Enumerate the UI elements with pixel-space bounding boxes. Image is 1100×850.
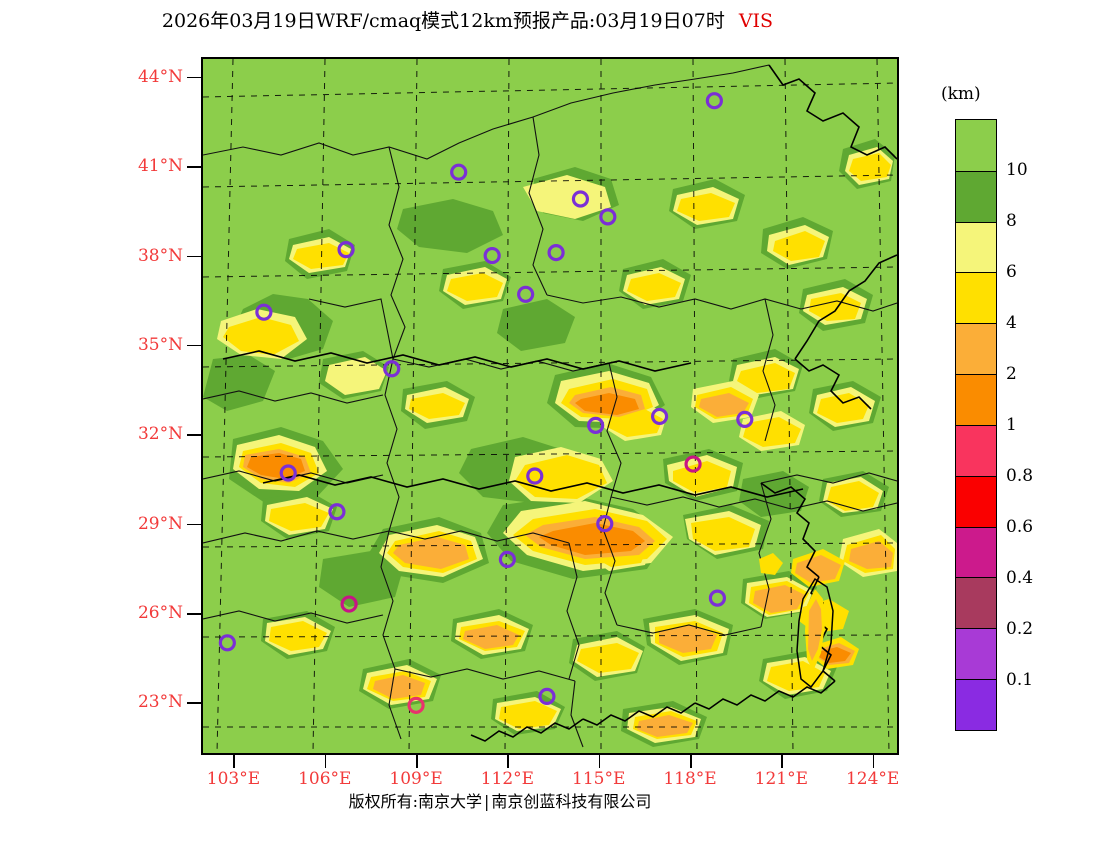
lon-tick-115 — [598, 755, 601, 768]
colorbar-band-2 — [956, 221, 996, 273]
lon-tick-109 — [416, 755, 418, 768]
lon-label-121: 121°E — [754, 769, 808, 789]
colorbar-band-6 — [956, 424, 996, 476]
colorbar-label-8: 8 — [1006, 211, 1017, 231]
lat-label-26: 26°N — [137, 603, 183, 623]
station-marker[interactable] — [340, 595, 358, 613]
footer-separator: | — [484, 792, 490, 811]
lat-label-44: 44°N — [137, 66, 183, 87]
lon-label-103: 103°E — [206, 769, 261, 789]
station-marker[interactable] — [587, 416, 605, 434]
footer-credit: 版权所有:南京大学 | 南京创蓝科技有限公司 — [0, 788, 1000, 812]
lon-tick-106 — [324, 755, 327, 768]
colorbar-label-0.2: 0.2 — [1006, 619, 1034, 639]
lon-label-115: 115°E — [572, 769, 626, 789]
station-marker[interactable] — [450, 163, 468, 181]
colorbar-band-5 — [956, 374, 996, 425]
lon-label-106: 106°E — [298, 769, 352, 789]
lat-tick-29 — [187, 523, 201, 526]
station-marker[interactable] — [483, 246, 501, 265]
chart-title: 2026年03月19日WRF/cmaq模式12km预报产品:03月19日07时 V… — [0, 6, 935, 33]
colorbar-band-8 — [956, 526, 996, 578]
colorbar-label-0.6: 0.6 — [1006, 517, 1034, 537]
lat-tick-32 — [187, 434, 201, 436]
title-variable: VIS — [738, 10, 774, 32]
visibility-map — [203, 59, 897, 753]
lon-tick-103 — [233, 755, 235, 768]
lat-label-32: 32°N — [137, 424, 183, 445]
lon-tick-118 — [690, 755, 692, 768]
map-plot-area[interactable] — [201, 57, 899, 755]
colorbar-band-1 — [956, 170, 996, 222]
station-marker[interactable] — [596, 515, 614, 533]
colorbar-band-9 — [956, 577, 996, 629]
colorbar-label-1: 1 — [1006, 415, 1017, 435]
station-marker[interactable] — [599, 208, 617, 226]
lat-label-41: 41°N — [137, 156, 183, 177]
lon-label-112: 112°E — [480, 769, 535, 789]
station-marker[interactable] — [218, 634, 236, 652]
station-marker[interactable] — [684, 455, 702, 473]
station-marker[interactable] — [547, 244, 565, 262]
colorbar-label-0.4: 0.4 — [1006, 568, 1034, 588]
lat-tick-44 — [187, 76, 201, 79]
station-marker[interactable] — [279, 464, 297, 482]
station-marker[interactable] — [650, 407, 669, 426]
station-marker[interactable] — [736, 410, 754, 429]
title-main: 2026年03月19日WRF/cmaq模式12km预报产品:03月19日07时 — [161, 10, 725, 32]
station-marker[interactable] — [383, 360, 401, 378]
lon-tick-121 — [781, 755, 783, 768]
lat-tick-26 — [187, 613, 201, 615]
colorbar-unit: (km) — [941, 84, 981, 104]
colorbar-band-0 — [956, 120, 996, 171]
colorbar-band-7 — [956, 475, 996, 527]
station-marker[interactable] — [517, 285, 535, 303]
station-marker[interactable] — [407, 696, 425, 714]
lat-label-38: 38°N — [137, 245, 183, 266]
station-marker[interactable] — [708, 589, 727, 607]
lon-label-109: 109°E — [389, 769, 443, 789]
company-text: 南京创蓝科技有限公司 — [491, 792, 652, 811]
lat-tick-23 — [187, 702, 201, 704]
colorbar[interactable] — [955, 119, 997, 731]
colorbar-label-6: 6 — [1006, 262, 1017, 282]
station-marker[interactable] — [498, 550, 516, 568]
lat-label-23: 23°N — [137, 692, 183, 713]
station-marker[interactable] — [328, 503, 346, 521]
lon-tick-112 — [507, 755, 509, 768]
lon-label-124: 124°E — [845, 769, 900, 789]
station-marker[interactable] — [337, 241, 355, 259]
copyright-text: 版权所有:南京大学 — [348, 792, 482, 811]
colorbar-label-10: 10 — [1006, 160, 1028, 180]
lon-label-118: 118°E — [663, 769, 717, 789]
lat-tick-38 — [187, 255, 201, 258]
colorbar-band-3 — [956, 272, 996, 324]
lat-tick-41 — [187, 166, 201, 168]
colorbar-label-2: 2 — [1006, 364, 1017, 384]
colorbar-label-0.1: 0.1 — [1006, 670, 1034, 690]
lon-tick-124 — [872, 755, 875, 768]
colorbar-label-0.8: 0.8 — [1006, 466, 1034, 486]
colorbar-band-11 — [956, 679, 996, 730]
station-marker[interactable] — [705, 92, 723, 110]
colorbar-band-4 — [956, 323, 996, 375]
station-marker[interactable] — [538, 687, 556, 706]
station-marker[interactable] — [526, 467, 544, 485]
station-marker[interactable] — [255, 303, 273, 321]
lat-label-29: 29°N — [137, 513, 183, 534]
colorbar-band-10 — [956, 628, 996, 680]
colorbar-label-4: 4 — [1006, 313, 1017, 333]
lat-tick-35 — [187, 344, 201, 347]
lat-label-35: 35°N — [137, 334, 183, 355]
station-marker[interactable] — [571, 190, 590, 208]
